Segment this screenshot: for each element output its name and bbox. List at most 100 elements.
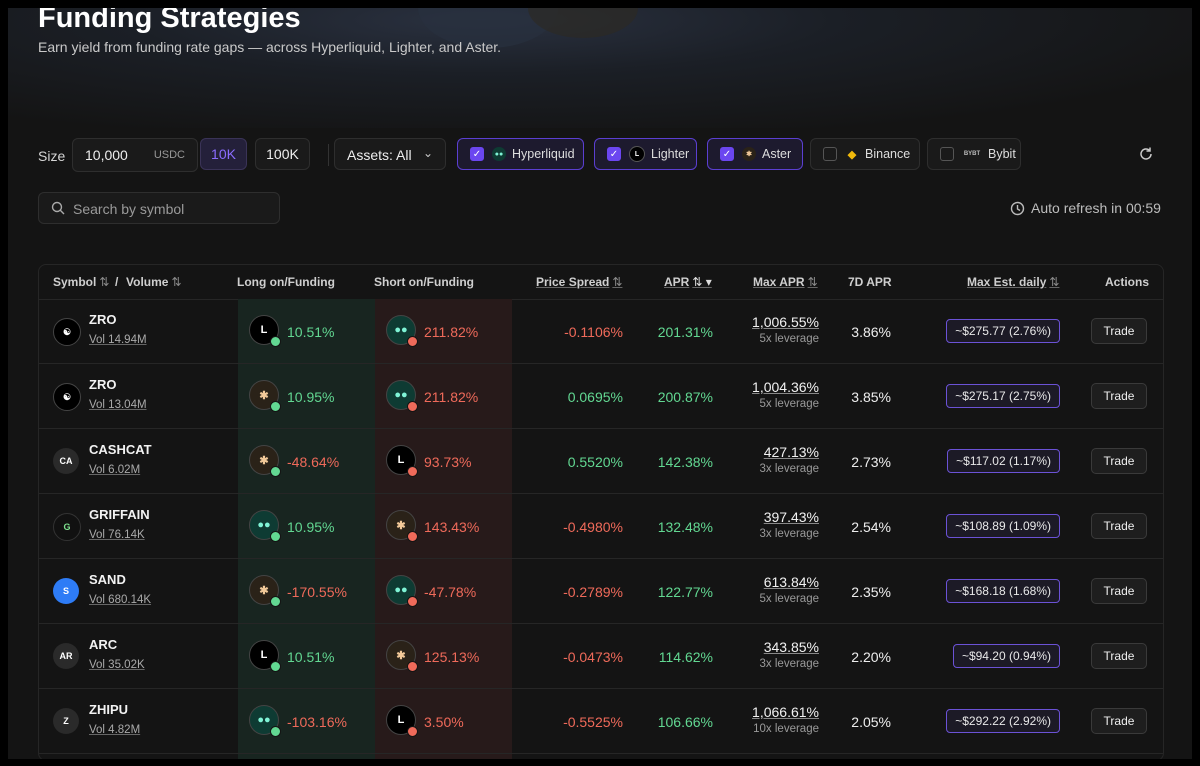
binance-logo-icon: ◆ (847, 148, 857, 161)
apr-value: 132.48% (657, 519, 713, 535)
preset-100k-button[interactable]: 100K (255, 138, 310, 170)
search-icon (51, 201, 65, 215)
symbol-volume[interactable]: Vol 6.02M (89, 464, 141, 476)
max-est-daily-badge: ~$108.89 (1.09%) (946, 514, 1060, 538)
leverage-label: 5x leverage (759, 333, 819, 345)
header-max-apr[interactable]: Max APR ⇅ (753, 275, 818, 289)
max-apr-value[interactable]: 427.13% (763, 444, 819, 460)
zhipu-logo-icon: Z (53, 708, 79, 734)
size-input[interactable]: 10,000 USDC (72, 138, 198, 172)
hyperliquid-logo-icon: ●● (249, 705, 281, 737)
exchange-filter-lighter[interactable]: ✓ L Lighter (594, 138, 697, 170)
max-est-daily-badge: ~$275.77 (2.76%) (946, 319, 1060, 343)
price-spread: 0.5520% (567, 454, 623, 470)
search-input[interactable] (71, 198, 275, 220)
header-apr[interactable]: APR ⇅ ▾ (664, 275, 712, 289)
assets-dropdown[interactable]: Assets: All ⌄ (334, 138, 446, 170)
long-indicator-dot (270, 596, 281, 607)
arc-logo-icon: AR (53, 643, 79, 669)
preset-10k-button[interactable]: 10K (200, 138, 247, 170)
apr-value: 122.77% (657, 584, 713, 600)
checkbox-unchecked-icon (940, 147, 954, 161)
price-spread: 0.0695% (567, 389, 623, 405)
exchange-filter-aster[interactable]: ✓ ✱ Aster (707, 138, 803, 170)
exchange-filter-bybit[interactable]: BYBT Bybit (927, 138, 1021, 170)
short-funding-rate: 211.82% (424, 324, 479, 340)
hyperliquid-logo-icon: ●● (386, 315, 418, 347)
table-row: CA CASHCAT Vol 6.02M ✱ -48.64% L 93.73% … (39, 429, 1163, 494)
long-indicator-dot (270, 401, 281, 412)
max-apr-value[interactable]: 613.84% (763, 574, 819, 590)
short-funding-rate: 143.43% (424, 519, 480, 535)
symbol-volume[interactable]: Vol 13.04M (89, 399, 147, 411)
assets-dropdown-label: Assets: All (347, 147, 412, 163)
short-indicator-dot (407, 596, 418, 607)
header-short: Short on/Funding (374, 275, 474, 289)
clock-icon (1010, 201, 1025, 215)
long-indicator-dot (270, 726, 281, 737)
trade-button[interactable]: Trade (1091, 708, 1147, 734)
max-est-daily-badge: ~$94.20 (0.94%) (952, 644, 1060, 668)
bybit-logo-icon: BYBT (963, 151, 981, 157)
zro-logo-icon: ☯ (53, 383, 81, 411)
trade-button[interactable]: Trade (1091, 318, 1147, 344)
hyperliquid-logo-icon: ●● (249, 510, 281, 542)
apr-7d-value: 2.05% (851, 714, 891, 730)
max-apr-value[interactable]: 1,066.61% (752, 704, 819, 720)
table-row: S SAND Vol 680.14K ✱ -170.55% ●● -47.78%… (39, 559, 1163, 624)
long-funding-rate: -48.64% (287, 454, 340, 470)
long-indicator-dot (270, 531, 281, 542)
symbol-volume[interactable]: Vol 4.82M (89, 724, 141, 736)
symbol-volume[interactable]: Vol 680.14K (89, 594, 152, 606)
header-separator: / (115, 275, 119, 289)
trade-button[interactable]: Trade (1091, 513, 1147, 539)
trade-button[interactable]: Trade (1091, 578, 1147, 604)
price-spread: -0.0473% (563, 649, 623, 665)
max-apr-value[interactable]: 397.43% (763, 509, 819, 525)
aster-logo-icon: ✱ (249, 380, 281, 412)
apr-value: 200.87% (657, 389, 713, 405)
apr-value: 142.38% (657, 454, 713, 470)
hyperliquid-logo-icon: ●● (386, 380, 418, 412)
symbol-name: GRIFFAIN (89, 507, 150, 522)
lighter-logo-icon: L (249, 315, 281, 347)
apr-7d-value: 2.54% (851, 519, 891, 535)
short-indicator-dot (407, 531, 418, 542)
strategies-table: Symbol ⇅ / Volume ⇅ Long on/Funding Short … (38, 264, 1164, 759)
header-volume[interactable]: Volume ⇅ (126, 275, 182, 289)
auto-refresh-status: Auto refresh in 00:59 (1010, 200, 1161, 216)
leverage-label: 3x leverage (759, 528, 819, 540)
hyperliquid-logo-icon: ●● (492, 147, 506, 161)
short-indicator-dot (407, 466, 418, 477)
trade-button[interactable]: Trade (1091, 383, 1147, 409)
symbol-volume[interactable]: Vol 76.14K (89, 529, 145, 541)
table-row: ☯ ZRO Vol 14.94M L 10.51% ●● 211.82% -0.… (39, 299, 1163, 364)
aster-logo-icon: ✱ (386, 510, 418, 542)
header-price-spread[interactable]: Price Spread ⇅ (536, 275, 623, 289)
header-max-est-daily[interactable]: Max Est. daily ⇅ (967, 275, 1060, 289)
leverage-label: 5x leverage (759, 593, 819, 605)
short-funding-rate: 125.13% (424, 649, 480, 665)
symbol-volume[interactable]: Vol 14.94M (89, 334, 147, 346)
exchange-filter-label: Binance (865, 147, 911, 161)
max-apr-value[interactable]: 1,004.36% (752, 379, 819, 395)
price-spread: -0.4980% (563, 519, 623, 535)
table-row: Z ZHIPU Vol 4.82M ●● -103.16% L 3.50% -0… (39, 689, 1163, 754)
exchange-filter-hyperliquid[interactable]: ✓ ●● Hyperliquid (457, 138, 584, 170)
apr-7d-value: 3.86% (851, 324, 891, 340)
aster-logo-icon: ✱ (249, 445, 281, 477)
trade-button[interactable]: Trade (1091, 643, 1147, 669)
checkbox-checked-icon: ✓ (607, 147, 621, 161)
lighter-logo-icon: L (249, 640, 281, 672)
header-symbol[interactable]: Symbol ⇅ (53, 275, 110, 289)
trade-button[interactable]: Trade (1091, 448, 1147, 474)
symbol-volume[interactable]: Vol 35.02K (89, 659, 145, 671)
short-indicator-dot (407, 401, 418, 412)
long-funding-rate: -103.16% (287, 714, 347, 730)
exchange-filter-binance[interactable]: ◆ Binance (810, 138, 920, 170)
hero-banner (8, 8, 1192, 128)
long-indicator-dot (270, 466, 281, 477)
max-apr-value[interactable]: 1,006.55% (752, 314, 819, 330)
refresh-icon[interactable] (1138, 146, 1154, 162)
max-apr-value[interactable]: 343.85% (763, 639, 819, 655)
